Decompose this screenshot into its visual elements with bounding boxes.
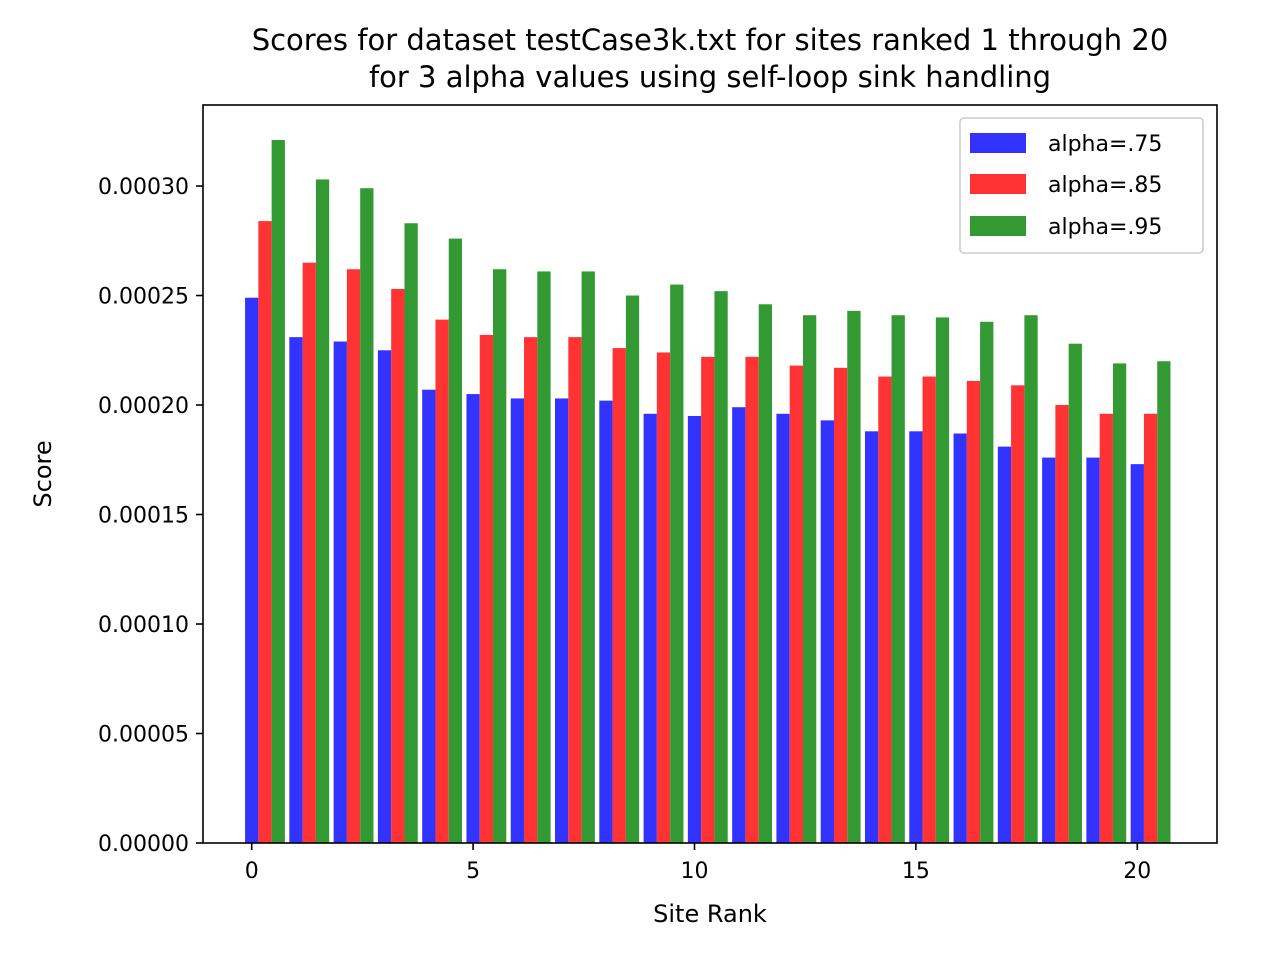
- y-tick-label: 0.00005: [98, 723, 189, 748]
- bar-series-3-rank-15: [935, 317, 950, 843]
- bar-series-1-rank-20: [1130, 464, 1144, 843]
- bar-series-3-rank-0: [271, 140, 285, 844]
- bar-series-1-rank-0: [245, 297, 259, 844]
- bar-series-3-rank-10: [714, 291, 728, 843]
- bar-series-3-rank-3: [404, 223, 418, 843]
- chart-subtitle: for 3 alpha values using self-loop sink …: [369, 60, 1051, 94]
- bar-series-3-rank-11: [758, 304, 772, 843]
- bar-series-2-rank-17: [1011, 385, 1025, 843]
- bar-series-2-rank-10: [701, 356, 715, 843]
- bar-series-2-rank-7: [568, 337, 582, 843]
- bar-series-3-rank-16: [980, 321, 994, 843]
- bar-series-2-rank-12: [789, 365, 803, 843]
- legend: alpha=.75 alpha=.85 alpha=.95: [959, 117, 1204, 254]
- bar-series-3-rank-2: [360, 188, 374, 844]
- bar-series-3-rank-1: [315, 179, 330, 843]
- plot-area-frame: [202, 104, 1218, 844]
- x-tick-label: 20: [1123, 859, 1151, 884]
- bar-series-1-rank-12: [776, 413, 790, 843]
- y-tick-label: 0.00000: [98, 832, 189, 857]
- bar-series-2-rank-6: [524, 337, 538, 843]
- bar-series-2-rank-13: [833, 367, 848, 843]
- bar-series-3-rank-5: [493, 269, 507, 843]
- bar-series-1-rank-5: [466, 394, 480, 843]
- bar-series-3-rank-8: [625, 295, 640, 843]
- bars-group: [245, 140, 1171, 844]
- bar-series-2-rank-16: [966, 380, 981, 843]
- legend-label-alpha-95: alpha=.95: [1048, 215, 1162, 240]
- bar-series-1-rank-13: [820, 420, 834, 843]
- bar-series-1-rank-6: [510, 398, 525, 843]
- x-tick-label: 15: [902, 859, 930, 884]
- bar-series-2-rank-9: [656, 352, 671, 843]
- bar-series-1-rank-16: [953, 433, 967, 843]
- y-axis-label: Score: [29, 440, 57, 507]
- bar-series-2-rank-14: [878, 376, 892, 843]
- bar-series-1-rank-17: [997, 446, 1012, 843]
- x-axis-ticks: 0 5 10 15 20: [245, 843, 1151, 884]
- bar-series-3-rank-13: [847, 310, 861, 844]
- y-tick-label: 0.00010: [98, 613, 189, 638]
- bar-series-1-rank-4: [422, 389, 436, 843]
- x-axis-label: Site Rank: [653, 900, 767, 928]
- y-tick-label: 0.00020: [98, 394, 189, 419]
- bar-series-2-rank-5: [479, 334, 494, 843]
- legend-label-alpha-75: alpha=.75: [1048, 132, 1162, 157]
- bar-series-3-rank-6: [537, 271, 551, 843]
- x-tick-label: 5: [466, 859, 480, 884]
- bar-series-1-rank-9: [643, 413, 657, 843]
- legend-swatch-alpha-95: [970, 216, 1026, 236]
- bar-series-3-rank-7: [581, 271, 595, 843]
- y-axis-ticks: 0.00000 0.00005 0.00010 0.00015 0.00020 0.000…: [98, 175, 203, 857]
- bar-series-2-rank-1: [302, 262, 316, 843]
- bar-series-1-rank-10: [687, 415, 702, 843]
- bar-series-3-rank-9: [670, 284, 684, 843]
- bar-series-3-rank-19: [1112, 363, 1127, 843]
- y-tick-label: 0.00030: [98, 175, 189, 200]
- bar-series-1-rank-11: [732, 407, 746, 843]
- bar-series-2-rank-11: [745, 356, 759, 843]
- bar-series-2-rank-19: [1099, 413, 1113, 843]
- bar-series-2-rank-0: [258, 221, 272, 843]
- bar-series-1-rank-7: [555, 398, 569, 843]
- legend-swatch-alpha-85: [970, 174, 1026, 194]
- bar-series-3-rank-12: [802, 315, 817, 844]
- bar-series-2-rank-18: [1055, 405, 1069, 843]
- bar-series-3-rank-17: [1024, 315, 1038, 844]
- bar-series-1-rank-2: [333, 341, 347, 843]
- bar-series-2-rank-3: [391, 288, 405, 843]
- bar-series-2-rank-4: [435, 319, 449, 843]
- legend-label-alpha-85: alpha=.85: [1048, 173, 1162, 198]
- x-tick-label: 0: [245, 859, 259, 884]
- x-tick-label: 10: [681, 859, 709, 884]
- bar-series-1-rank-18: [1042, 457, 1056, 843]
- legend-swatch-alpha-75: [970, 133, 1026, 153]
- bar-series-1-rank-15: [909, 431, 923, 843]
- bar-series-2-rank-20: [1143, 413, 1158, 843]
- bar-series-3-rank-14: [891, 315, 905, 844]
- bar-series-3-rank-20: [1157, 361, 1171, 843]
- chart-title: Scores for dataset testCase3k.txt for si…: [252, 23, 1169, 57]
- bar-series-3-rank-4: [448, 238, 463, 843]
- bar-series-1-rank-14: [864, 431, 879, 843]
- bar-series-1-rank-8: [599, 400, 613, 843]
- bar-series-2-rank-15: [922, 376, 936, 843]
- y-tick-label: 0.00015: [98, 504, 189, 529]
- bar-series-2-rank-2: [346, 269, 361, 843]
- bar-series-1-rank-3: [377, 350, 392, 843]
- bar-series-1-rank-1: [289, 337, 303, 843]
- bar-series-1-rank-19: [1086, 457, 1100, 843]
- bar-series-2-rank-8: [612, 348, 626, 843]
- bar-series-3-rank-18: [1068, 343, 1082, 843]
- y-tick-label: 0.00025: [98, 285, 189, 310]
